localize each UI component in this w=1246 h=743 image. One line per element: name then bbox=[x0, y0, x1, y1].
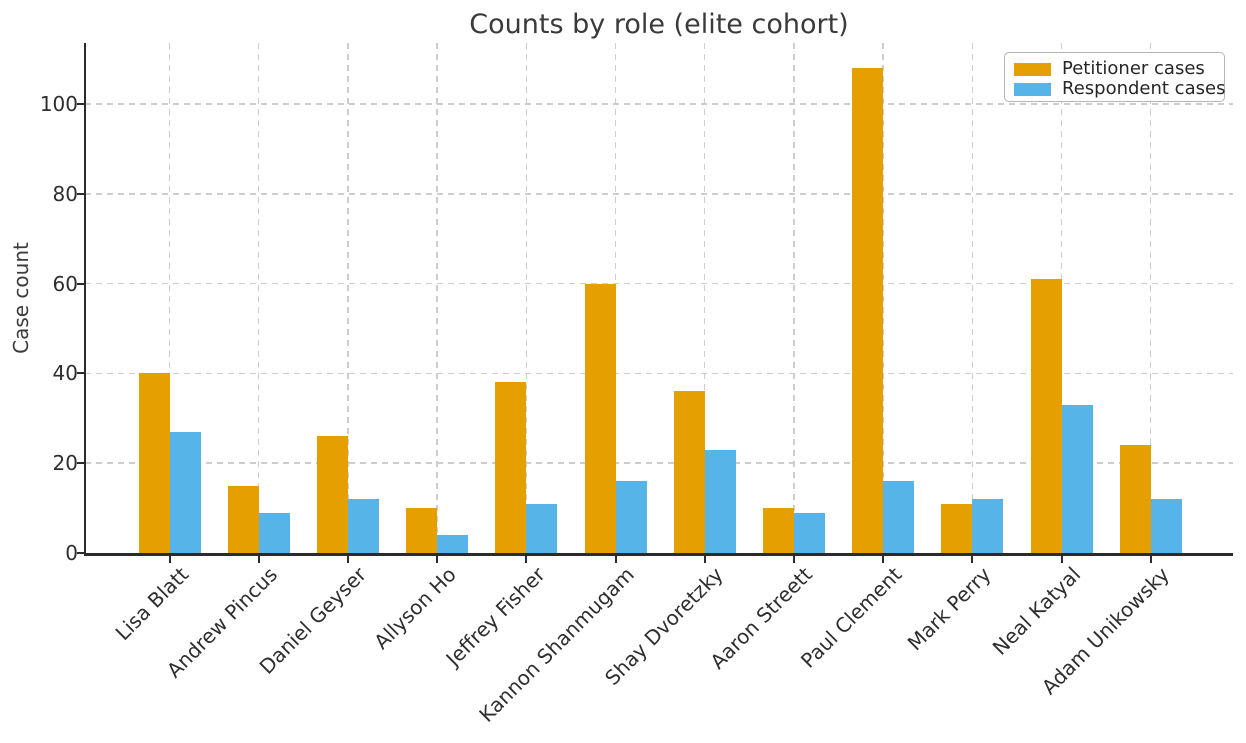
bar-petitioner-cases-aaron-streett bbox=[762, 508, 794, 553]
bar-respondent-cases-daniel-geyser bbox=[347, 499, 379, 553]
bar-petitioner-cases-shay-dvoretzky bbox=[673, 391, 705, 553]
vertical-gridline bbox=[971, 43, 974, 553]
y-tick-label: 60 bbox=[52, 271, 78, 296]
bar-respondent-cases-aaron-streett bbox=[793, 512, 825, 553]
horizontal-gridline bbox=[85, 193, 1233, 195]
horizontal-gridline bbox=[85, 282, 1233, 285]
vertical-gridline bbox=[347, 43, 349, 553]
x-tick-mark bbox=[882, 555, 885, 563]
chart-title: Counts by role (elite cohort) bbox=[469, 9, 849, 40]
y-tick-mark bbox=[77, 552, 85, 554]
bar-petitioner-cases-adam-unikowsky bbox=[1119, 445, 1151, 553]
y-tick-mark bbox=[77, 282, 85, 285]
horizontal-gridline bbox=[85, 103, 1233, 105]
y-tick-label: 0 bbox=[65, 541, 78, 565]
x-tick-mark bbox=[436, 555, 439, 563]
bar-respondent-cases-jeffrey-fisher bbox=[526, 503, 558, 553]
bar-petitioner-cases-jeffrey-fisher bbox=[495, 382, 527, 553]
y-tick-mark bbox=[77, 192, 85, 195]
bar-petitioner-cases-paul-clement bbox=[852, 68, 884, 553]
bar-respondent-cases-andrew-pincus bbox=[258, 512, 290, 553]
bar-petitioner-cases-neal-katyal bbox=[1030, 279, 1062, 553]
vertical-gridline bbox=[793, 43, 795, 553]
bar-petitioner-cases-kannon-shanmugam bbox=[584, 283, 616, 553]
x-tick-mark bbox=[1149, 555, 1152, 563]
x-tick-label-allyson-ho: Allyson Ho bbox=[368, 562, 461, 654]
x-tick-label-neal-katyal: Neal Katyal bbox=[987, 562, 1085, 660]
legend-label-respondent: Respondent cases bbox=[1062, 78, 1226, 99]
y-tick-label: 80 bbox=[52, 181, 78, 206]
x-tick-mark bbox=[1060, 555, 1063, 563]
vertical-gridline bbox=[436, 43, 438, 553]
x-tick-mark bbox=[346, 555, 349, 563]
y-tick-mark bbox=[77, 462, 85, 465]
vertical-gridline bbox=[614, 43, 617, 553]
bar-petitioner-cases-mark-perry bbox=[941, 503, 973, 553]
x-axis-spine bbox=[84, 553, 1233, 556]
y-tick-mark bbox=[77, 372, 85, 375]
x-tick-label-lisa-blatt: Lisa Blatt bbox=[110, 562, 193, 645]
bar-respondent-cases-mark-perry bbox=[972, 499, 1004, 553]
vertical-gridline bbox=[703, 43, 706, 553]
bar-respondent-cases-shay-dvoretzky bbox=[704, 449, 736, 553]
y-axis-spine bbox=[84, 43, 86, 555]
legend-label-petitioner: Petitioner cases bbox=[1062, 58, 1205, 79]
bar-petitioner-cases-andrew-pincus bbox=[227, 485, 259, 553]
x-tick-mark bbox=[703, 555, 706, 563]
bar-petitioner-cases-allyson-ho bbox=[406, 508, 438, 553]
respondent-swatch-icon bbox=[1014, 82, 1051, 96]
horizontal-gridline bbox=[85, 462, 1233, 464]
legend-entry-petitioner: Petitioner cases bbox=[1014, 59, 1215, 79]
x-tick-label-mark-perry: Mark Perry bbox=[902, 562, 996, 656]
vertical-gridline bbox=[525, 43, 528, 553]
y-tick-label: 20 bbox=[52, 451, 78, 476]
bar-respondent-cases-lisa-blatt bbox=[169, 431, 201, 553]
x-tick-mark bbox=[525, 555, 528, 563]
vertical-gridline bbox=[882, 43, 884, 553]
x-tick-label-kannon-shanmugam: Kannon Shanmugam bbox=[474, 562, 639, 727]
horizontal-gridline bbox=[85, 372, 1233, 375]
x-tick-mark bbox=[971, 555, 974, 563]
bar-respondent-cases-adam-unikowsky bbox=[1150, 499, 1182, 553]
bar-petitioner-cases-daniel-geyser bbox=[316, 436, 348, 553]
x-tick-mark bbox=[614, 555, 617, 563]
y-tick-label: 40 bbox=[52, 361, 78, 386]
vertical-gridline bbox=[168, 43, 171, 553]
legend: Petitioner cases Respondent cases bbox=[1004, 52, 1225, 102]
x-tick-mark bbox=[168, 555, 171, 563]
bar-respondent-cases-neal-katyal bbox=[1061, 404, 1093, 553]
bar-respondent-cases-paul-clement bbox=[883, 481, 915, 553]
petitioner-swatch-icon bbox=[1014, 62, 1051, 76]
bar-petitioner-cases-lisa-blatt bbox=[138, 373, 170, 553]
x-tick-mark bbox=[257, 555, 260, 563]
vertical-gridline bbox=[257, 43, 260, 553]
bar-respondent-cases-allyson-ho bbox=[437, 535, 469, 553]
vertical-gridline bbox=[1149, 43, 1152, 553]
y-tick-label: 100 bbox=[39, 92, 78, 117]
bar-respondent-cases-kannon-shanmugam bbox=[615, 481, 647, 553]
vertical-gridline bbox=[1060, 43, 1063, 553]
legend-entry-respondent: Respondent cases bbox=[1014, 79, 1225, 99]
x-tick-mark bbox=[792, 555, 795, 563]
y-tick-mark bbox=[77, 103, 85, 106]
